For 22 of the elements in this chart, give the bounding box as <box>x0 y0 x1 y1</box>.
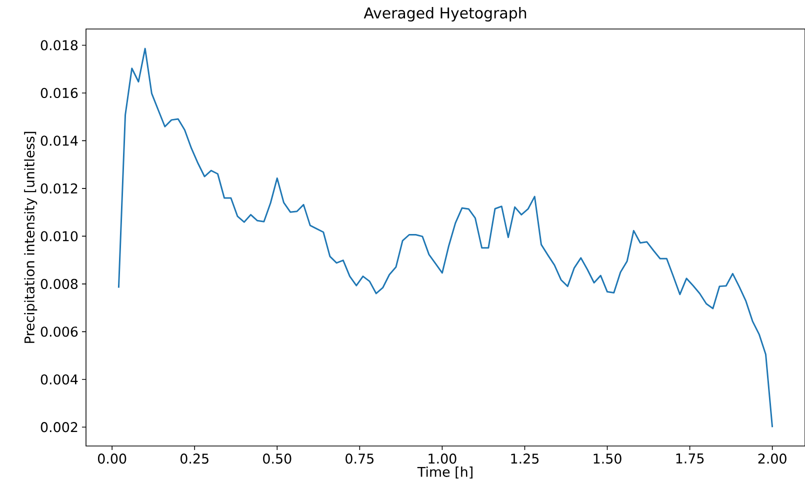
x-axis-title: Time [h] <box>417 466 472 479</box>
line-series <box>118 48 774 428</box>
y-tick-label: 0.008 <box>40 278 78 290</box>
x-tick-label: 0.00 <box>98 454 126 464</box>
x-tick-label: 1.75 <box>676 454 704 464</box>
x-tick-label: 2.00 <box>758 454 786 464</box>
x-tick-label: 1.00 <box>428 454 456 464</box>
x-tick-label: 0.25 <box>180 454 208 464</box>
x-tick-label: 1.50 <box>594 454 622 464</box>
y-tick-label: 0.012 <box>40 183 78 194</box>
y-tick-label: 0.002 <box>40 422 78 432</box>
x-tick-label: 0.50 <box>263 454 292 464</box>
chart-title: Averaged Hyetograph <box>364 7 526 22</box>
y-tick-label: 0.018 <box>40 40 78 50</box>
y-tick-label: 0.006 <box>40 326 78 337</box>
y-tick-label: 0.010 <box>40 231 78 242</box>
y-axis-title: Precipitation intensity [unitless] <box>24 132 38 343</box>
y-tick-label: 0.016 <box>40 88 78 98</box>
y-tick-label: 0.014 <box>40 136 78 146</box>
x-tick-label: 1.25 <box>511 454 539 464</box>
x-tick-label: 0.75 <box>346 454 374 464</box>
y-tick-label: 0.004 <box>40 374 78 384</box>
